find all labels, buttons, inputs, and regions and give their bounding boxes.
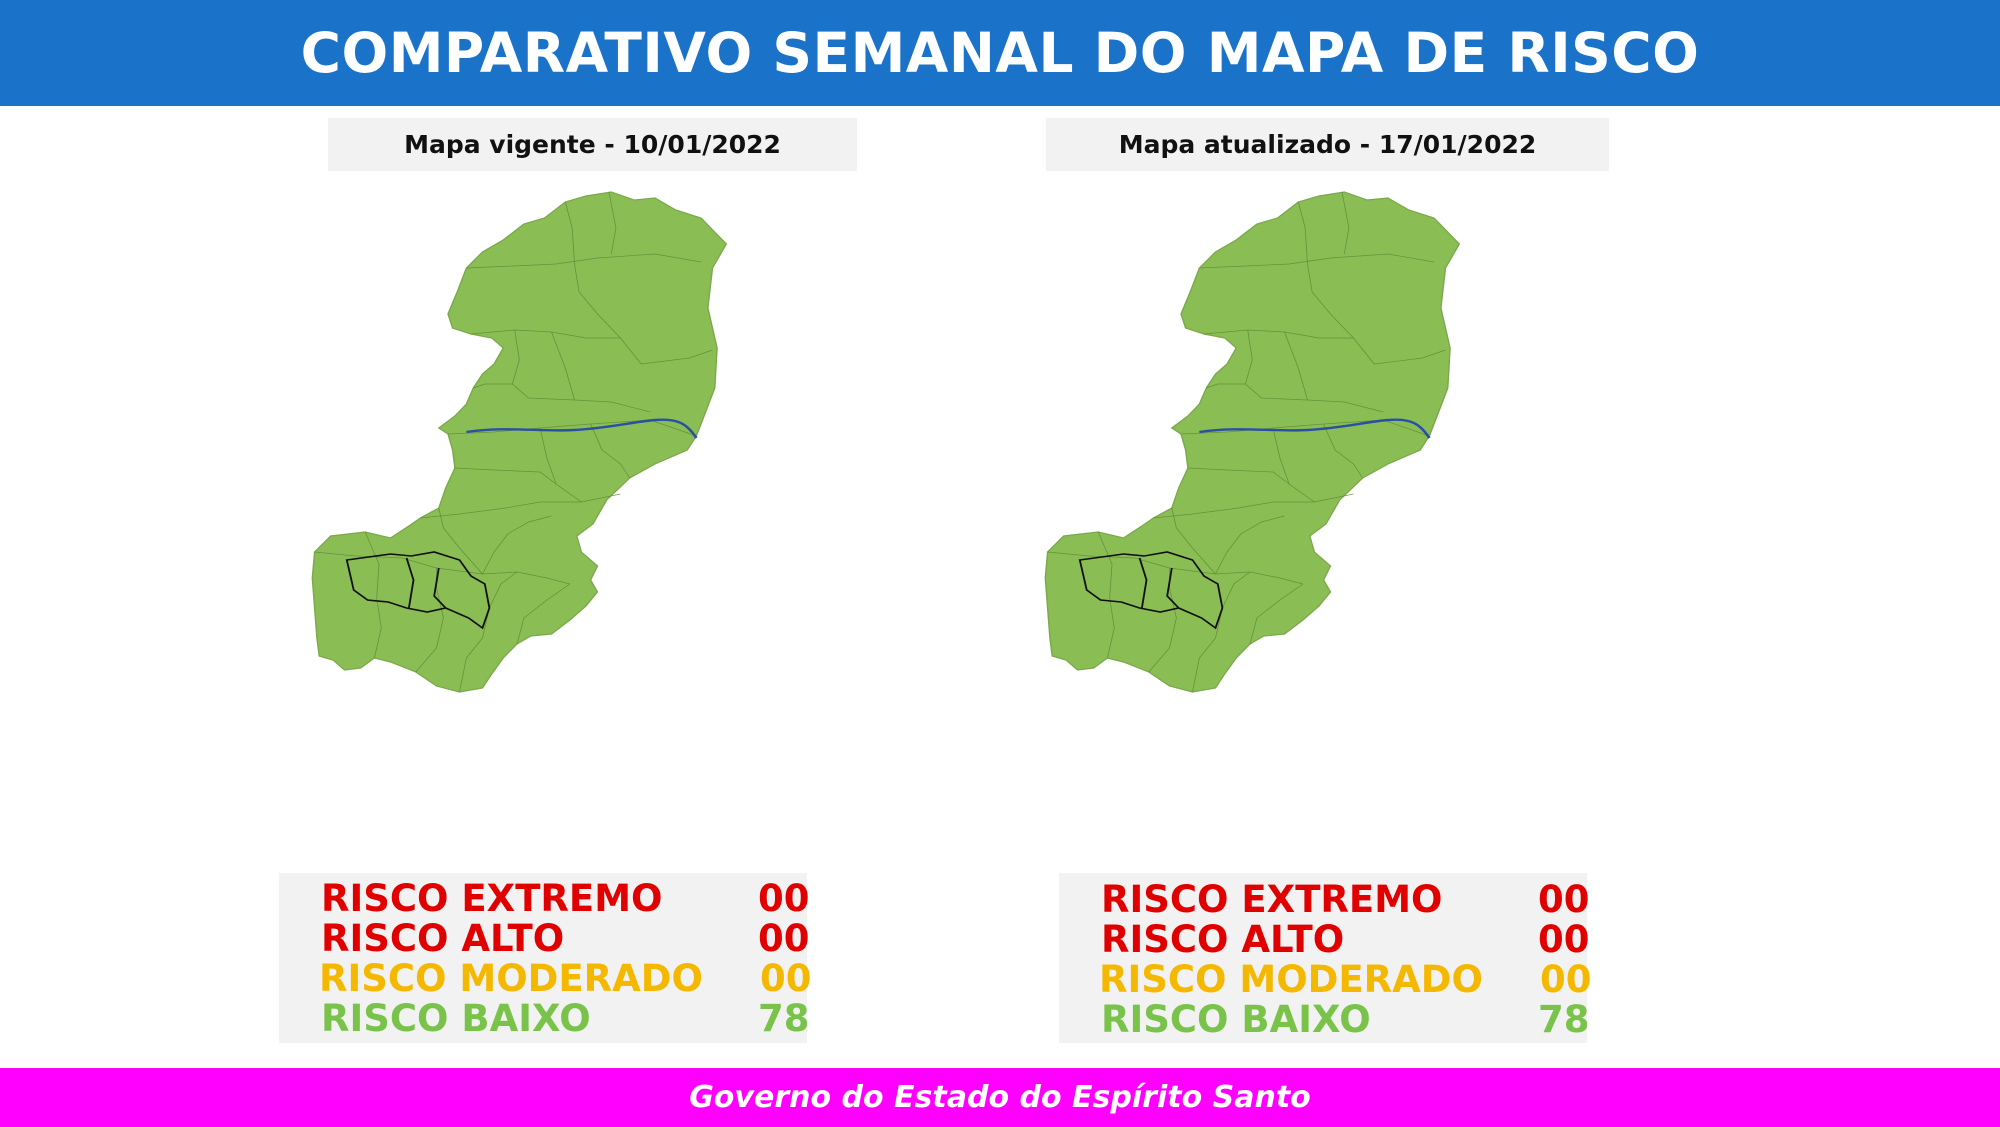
page-title: COMPARATIVO SEMANAL DO MAPA DE RISCO	[300, 21, 1700, 85]
risk-row-moderado: RISCO MODERADO 00	[319, 957, 812, 1000]
municipal-border	[459, 571, 518, 693]
caption-text-updated: Mapa atualizado - 17/01/2022	[1118, 130, 1537, 159]
risk-count: 78	[758, 997, 810, 1040]
caption-text-current: Mapa vigente - 10/01/2022	[404, 130, 781, 159]
state-outline	[311, 191, 728, 693]
region-highlight	[1078, 551, 1224, 630]
risk-row-baixo: RISCO BAIXO 78	[1101, 998, 1590, 1041]
municipal-border	[641, 349, 713, 365]
municipal-border	[1187, 467, 1290, 485]
municipal-border	[420, 493, 621, 519]
municipal-border	[1047, 551, 1304, 585]
municipal-border	[539, 427, 582, 503]
header-bar: COMPARATIVO SEMANAL DO MAPA DE RISCO	[0, 0, 2000, 106]
risk-summary-updated: RISCO EXTREMO 00 RISCO ALTO 00 RISCO MOD…	[1059, 873, 1592, 1043]
municipal-border	[511, 329, 651, 413]
state-map-updated	[1044, 191, 1461, 693]
municipal-border	[1284, 331, 1308, 401]
municipal-border	[516, 583, 571, 645]
risk-summary-current: RISCO EXTREMO 00 RISCO ALTO 00 RISCO MOD…	[279, 873, 812, 1043]
municipal-border	[1097, 531, 1115, 659]
municipal-border	[1249, 583, 1304, 645]
state-map-current	[311, 191, 728, 693]
state-outline	[1044, 191, 1461, 693]
risk-row-alto: RISCO ALTO 00	[1101, 918, 1590, 961]
map-updated	[1043, 190, 1588, 840]
risk-row-extremo: RISCO EXTREMO 00	[321, 877, 810, 920]
risk-row-extremo: RISCO EXTREMO 00	[1101, 878, 1590, 921]
risk-label: RISCO BAIXO	[321, 997, 591, 1040]
risk-count: 00	[758, 877, 810, 920]
map-current	[310, 190, 855, 840]
risk-row-baixo: RISCO BAIXO 78	[321, 997, 810, 1040]
municipal-border	[1272, 427, 1315, 503]
municipal-border	[1199, 253, 1435, 269]
risk-count: 00	[1538, 918, 1590, 961]
municipal-border	[1244, 329, 1384, 413]
municipal-border	[454, 467, 557, 485]
panel-caption-updated: Mapa atualizado - 17/01/2022	[1046, 118, 1609, 171]
risk-label: RISCO EXTREMO	[1101, 878, 1443, 921]
risk-label: RISCO MODERADO	[319, 957, 703, 1000]
municipal-border	[482, 515, 552, 575]
municipal-border	[314, 551, 571, 585]
risk-count: 00	[1538, 878, 1590, 921]
risk-count: 00	[758, 917, 810, 960]
risk-count: 00	[760, 957, 812, 1000]
risk-count: 00	[1540, 958, 1592, 1001]
rio-doce-river	[1199, 418, 1431, 439]
municipal-border	[438, 507, 483, 575]
municipal-border	[551, 331, 575, 401]
footer-text: Governo do Estado do Espírito Santo	[689, 1080, 1311, 1115]
municipal-border	[447, 419, 697, 437]
municipal-border	[1153, 493, 1354, 519]
municipal-border	[608, 191, 617, 255]
risk-label: RISCO MODERADO	[1099, 958, 1483, 1001]
municipal-border	[1323, 423, 1364, 479]
municipal-border	[590, 423, 631, 479]
municipal-border	[473, 383, 513, 389]
risk-label: RISCO ALTO	[321, 917, 565, 960]
footer-bar: Governo do Estado do Espírito Santo	[0, 1066, 2000, 1127]
municipal-border	[1215, 515, 1285, 575]
municipal-border	[1374, 349, 1446, 365]
municipal-border	[1341, 191, 1350, 255]
municipal-border	[1171, 507, 1216, 575]
region-highlight	[345, 551, 491, 630]
risk-row-moderado: RISCO MODERADO 00	[1099, 958, 1592, 1001]
risk-label: RISCO EXTREMO	[321, 877, 663, 920]
municipal-border	[466, 253, 702, 269]
risk-label: RISCO BAIXO	[1101, 998, 1371, 1041]
municipal-border	[364, 531, 382, 659]
municipal-border	[1180, 419, 1430, 437]
risk-label: RISCO ALTO	[1101, 918, 1345, 961]
municipal-border	[1192, 571, 1251, 693]
risk-row-alto: RISCO ALTO 00	[321, 917, 810, 960]
risk-count: 78	[1538, 998, 1590, 1041]
panel-caption-current: Mapa vigente - 10/01/2022	[328, 118, 857, 171]
rio-doce-river	[466, 418, 698, 439]
municipal-border	[1206, 383, 1246, 389]
